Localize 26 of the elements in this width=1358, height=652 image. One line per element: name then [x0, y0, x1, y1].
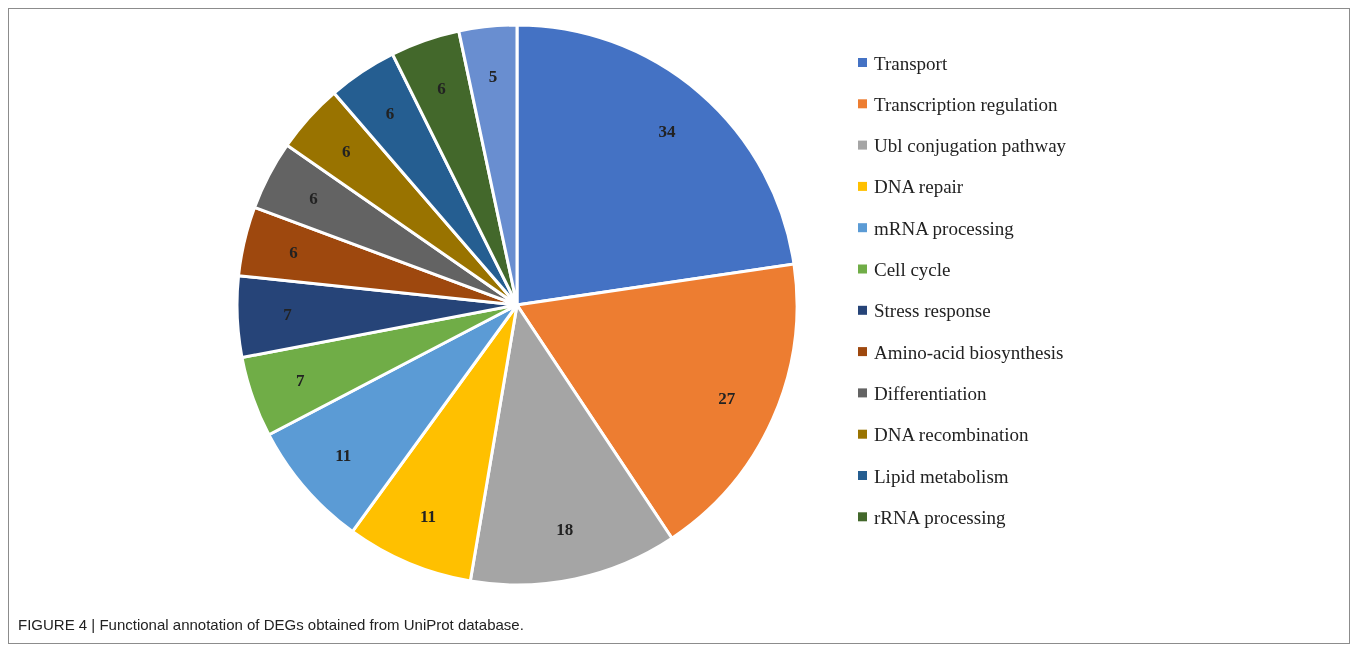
legend-label: rRNA processing	[874, 506, 1006, 528]
data-label: 7	[283, 305, 293, 325]
legend-label: Ubl conjugation pathway	[874, 135, 1067, 157]
legend-label: Transcription regulation	[874, 93, 1058, 115]
legend-label: Transport	[874, 52, 948, 74]
data-label: 11	[335, 445, 352, 465]
legend-label: DNA repair	[874, 176, 964, 198]
caption: FIGURE 4 | Functional annotation of DEGs obtained from UniProt database.	[18, 616, 524, 633]
legend-label: Lipid metabolism	[874, 465, 1009, 487]
legend-label: mRNA processing	[874, 217, 1015, 239]
legend-label: Differentiation	[874, 382, 988, 404]
legend-label: Cell cycle	[874, 259, 951, 280]
data-label: 34	[658, 121, 677, 141]
data-label: 6	[385, 104, 395, 124]
data-label: 5	[488, 67, 498, 87]
data-label: 6	[289, 243, 298, 263]
data-label: 6	[342, 141, 351, 161]
data-label: 7	[295, 371, 305, 391]
data-label: 27	[718, 388, 736, 408]
data-label: 6	[309, 189, 318, 209]
data-label: 18	[556, 520, 574, 540]
legend-label: Amino-acid biosynthesis	[874, 341, 1064, 363]
legend-label: Stress response	[874, 300, 991, 322]
data-label: 11	[420, 507, 437, 527]
legend-label: DNA recombination	[874, 424, 1030, 446]
data-label: 6	[437, 78, 446, 98]
